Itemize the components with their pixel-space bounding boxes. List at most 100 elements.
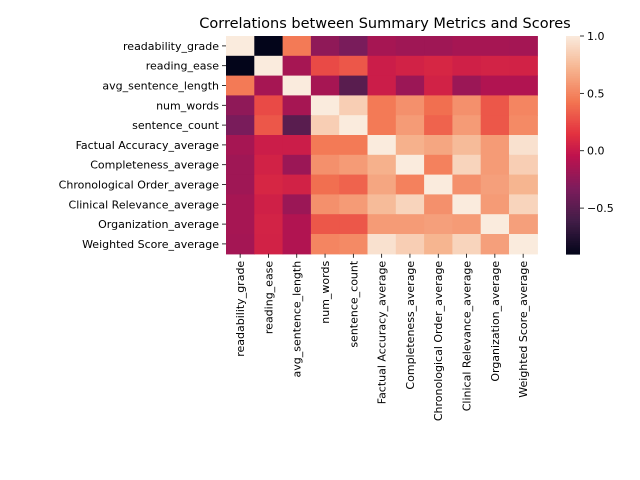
heatmap-cell bbox=[226, 234, 255, 255]
heatmap-cell bbox=[395, 135, 425, 156]
colorbar-gradient-step bbox=[566, 235, 580, 239]
heatmap-cell bbox=[339, 214, 369, 235]
heatmap-cell bbox=[395, 194, 425, 215]
colorbar-gradient-step bbox=[566, 212, 580, 215]
colorbar-gradient-step bbox=[566, 224, 580, 228]
heatmap-cell bbox=[452, 55, 482, 77]
colorbar-gradient-step bbox=[566, 150, 580, 153]
colorbar-gradient-step bbox=[566, 54, 580, 57]
heatmap-cell bbox=[395, 234, 425, 255]
colorbar-gradient-step bbox=[566, 48, 580, 52]
colorbar-gradient-step bbox=[566, 201, 580, 204]
heatmap-cell bbox=[339, 95, 369, 116]
heatmap-cell bbox=[226, 214, 255, 235]
heatmap-cell bbox=[310, 135, 340, 156]
colorbar-gradient-step bbox=[566, 244, 580, 248]
colorbar-gradient-step bbox=[566, 163, 580, 166]
colorbar-gradient-step bbox=[566, 123, 580, 126]
heatmap-cell bbox=[480, 115, 510, 136]
heatmap-cell bbox=[452, 154, 482, 176]
colorbar-gradient-step bbox=[566, 83, 580, 86]
y-tick-label: readability_grade bbox=[123, 40, 219, 53]
colorbar-gradient-step bbox=[566, 110, 580, 113]
heatmap-cell bbox=[339, 115, 369, 136]
heatmap-cell bbox=[310, 154, 340, 176]
colorbar-gradient-step bbox=[566, 143, 580, 146]
colorbar-gradient-step bbox=[566, 59, 580, 63]
x-tick-label: Factual Accuracy_average bbox=[376, 261, 389, 405]
chart-title: Correlations between Summary Metrics and… bbox=[199, 16, 570, 32]
heatmap-cell bbox=[254, 36, 284, 57]
colorbar-gradient-step bbox=[566, 121, 580, 124]
heatmap-cell bbox=[282, 55, 312, 77]
colorbar-gradient-step bbox=[566, 250, 580, 253]
colorbar-gradient-step bbox=[566, 192, 580, 195]
colorbar-gradient-step bbox=[566, 36, 580, 39]
heatmap-cell bbox=[282, 234, 312, 255]
heatmap-cell bbox=[480, 234, 510, 255]
colorbar-gradient-step bbox=[566, 230, 580, 233]
colorbar-gradient-step bbox=[566, 74, 580, 77]
colorbar-gradient-step bbox=[566, 135, 580, 139]
heatmap-cell bbox=[282, 194, 312, 215]
heatmap-cell bbox=[452, 95, 482, 116]
colorbar-gradient-step bbox=[566, 164, 580, 168]
heatmap-cell bbox=[424, 174, 453, 195]
colorbar-gradient-step bbox=[566, 146, 580, 150]
colorbar-gradient-step bbox=[566, 115, 580, 119]
colorbar-gradient-step bbox=[566, 63, 580, 66]
heatmap-cell bbox=[339, 234, 369, 255]
colorbar-gradient-step bbox=[566, 68, 580, 72]
heatmap-cell bbox=[310, 75, 340, 96]
colorbar-gradient-step bbox=[566, 190, 580, 193]
heatmap-cell bbox=[480, 75, 510, 96]
heatmap-cell bbox=[254, 135, 284, 156]
heatmap-cell bbox=[509, 174, 538, 195]
colorbar-gradient-step bbox=[566, 152, 580, 155]
heatmap-cell bbox=[509, 115, 538, 136]
x-tick-label: Chronological Order_average bbox=[432, 261, 445, 422]
colorbar-gradient-step bbox=[566, 210, 580, 213]
colorbar-gradient-step bbox=[566, 197, 580, 201]
colorbar-gradient-step bbox=[566, 112, 580, 115]
colorbar-gradient-step bbox=[566, 215, 580, 219]
heatmap-cell bbox=[310, 95, 340, 116]
colorbar-gradient-step bbox=[566, 52, 580, 55]
heatmap-cell bbox=[310, 115, 340, 136]
colorbar-gradient-step bbox=[566, 128, 580, 132]
colorbar-gradient-step bbox=[566, 148, 580, 152]
heatmap-cell bbox=[226, 36, 255, 57]
heatmap-cell bbox=[310, 36, 340, 57]
heatmap-cell bbox=[367, 55, 397, 77]
heatmap-cell bbox=[452, 214, 482, 235]
heatmap-cell bbox=[226, 174, 255, 195]
heatmap-cell bbox=[226, 115, 255, 136]
heatmap-cell bbox=[424, 95, 453, 116]
heatmap-cell bbox=[254, 174, 284, 195]
colorbar-gradient-step bbox=[566, 57, 580, 61]
colorbar-gradient-step bbox=[566, 85, 580, 88]
heatmap-cell bbox=[367, 95, 397, 116]
colorbar-gradient-step bbox=[566, 75, 580, 79]
colorbar-gradient-step bbox=[566, 77, 580, 81]
colorbar-gradient-step bbox=[566, 72, 580, 75]
heatmap-cell bbox=[282, 214, 312, 235]
colorbar-gradient-step bbox=[566, 95, 580, 99]
colorbar-gradient-step bbox=[566, 174, 580, 177]
colorbar-gradient-step bbox=[566, 177, 580, 181]
colorbar-gradient-step bbox=[566, 219, 580, 222]
heatmap-cell bbox=[310, 234, 340, 255]
heatmap-cell bbox=[339, 36, 369, 57]
x-tick-label: Weighted Score_average bbox=[517, 261, 530, 398]
colorbar-gradient-step bbox=[566, 172, 580, 175]
heatmap-cell bbox=[310, 214, 340, 235]
colorbar-gradient-step bbox=[566, 70, 580, 73]
colorbar-gradient-step bbox=[566, 166, 580, 170]
colorbar-gradient-step bbox=[566, 103, 580, 106]
heatmap-cell bbox=[367, 36, 397, 57]
colorbar-gradient-step bbox=[566, 232, 580, 235]
heatmap-cell bbox=[254, 194, 284, 215]
y-tick-label: Completeness_average bbox=[90, 159, 219, 172]
heatmap-cell bbox=[452, 75, 482, 96]
